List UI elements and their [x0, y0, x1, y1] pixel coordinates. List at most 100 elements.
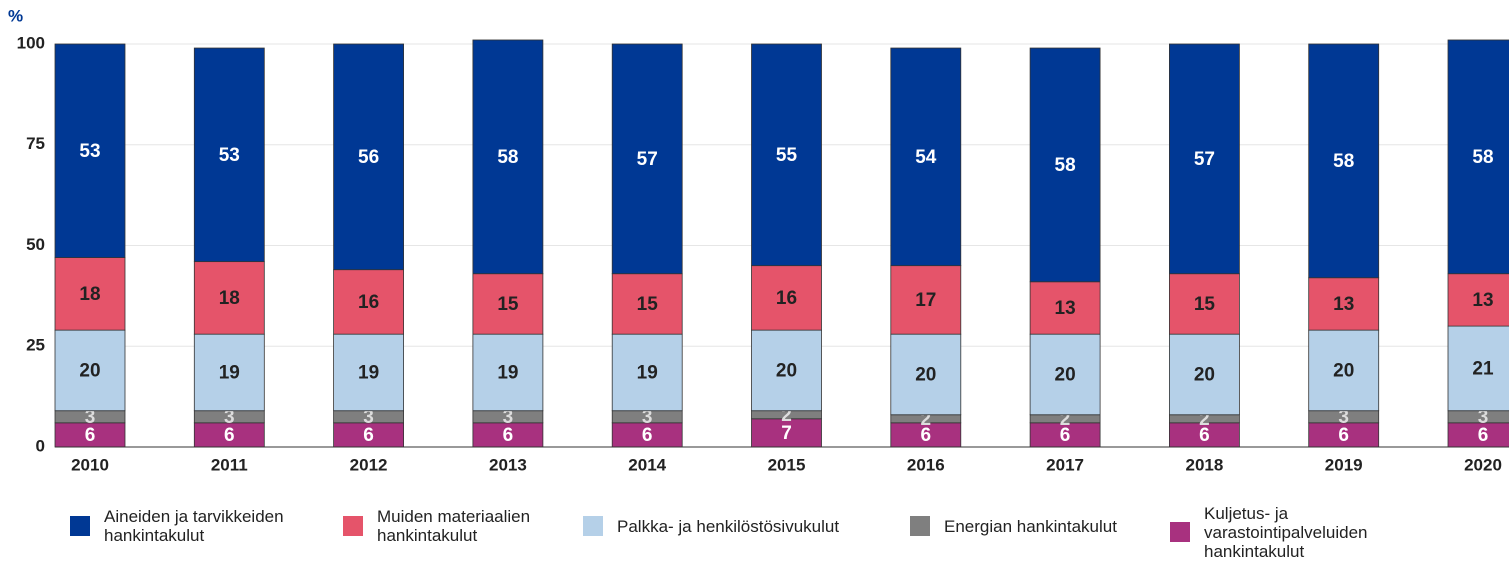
x-tick-label: 2012 — [350, 455, 388, 474]
bar-segment — [1029, 333, 1101, 416]
x-tick-label: 2013 — [489, 455, 527, 474]
y-tick-label: 100 — [17, 33, 45, 52]
bar-segment — [193, 47, 265, 263]
legend-item: Palkka- ja henkilöstösivukulut — [583, 504, 937, 548]
bar-segment — [611, 43, 683, 275]
data-label: 20 — [1055, 364, 1076, 385]
bar-segment — [472, 273, 544, 335]
y-tick-label: 75 — [26, 134, 45, 153]
data-label: 3 — [1338, 407, 1349, 428]
data-label: 13 — [1333, 294, 1354, 315]
bar-segment — [333, 43, 405, 271]
bar-segment — [1029, 422, 1101, 448]
data-label: 2 — [921, 409, 932, 430]
legend-label: Muiden materiaalien hankintakulut — [377, 507, 531, 545]
data-label: 58 — [1333, 151, 1354, 172]
data-label: 7 — [781, 423, 792, 444]
bar-segment — [1308, 277, 1380, 331]
bar-segment — [1447, 273, 1509, 327]
bar-segment — [890, 422, 962, 448]
bar-segment — [1029, 281, 1101, 335]
legend-item: Aineiden ja tarvikkeiden hankintakulut — [70, 504, 319, 548]
data-label: 57 — [637, 149, 658, 170]
data-label: 15 — [1194, 294, 1216, 315]
data-label: 3 — [503, 407, 514, 428]
x-tick-label: 2018 — [1185, 455, 1223, 474]
bar-segment — [1447, 39, 1509, 275]
bar-segment — [1029, 47, 1101, 283]
bar-segment — [751, 43, 822, 267]
data-label: 13 — [1055, 298, 1076, 319]
data-label: 6 — [1199, 425, 1210, 446]
bar-segment — [333, 269, 405, 335]
data-label: 57 — [1194, 149, 1215, 170]
data-label: 6 — [85, 425, 96, 446]
bar-segment — [751, 265, 822, 331]
bar-segment — [1169, 43, 1240, 275]
data-label: 3 — [1478, 407, 1489, 428]
data-label: 20 — [915, 364, 936, 385]
y-tick-label: 50 — [26, 235, 45, 254]
x-tick-label: 2010 — [71, 455, 109, 474]
legend: Aineiden ja tarvikkeiden hankintakulut Mu… — [0, 498, 1509, 568]
data-label: 19 — [358, 362, 379, 383]
bar-segment — [333, 422, 405, 448]
bar-segment — [54, 422, 126, 448]
legend-item: Muiden materiaalien hankintakulut — [343, 504, 577, 548]
legend-item: Kuljetus- ja varastointipalveluiden hank… — [1170, 498, 1434, 566]
bar-segment — [890, 333, 962, 416]
bar-segment — [472, 333, 544, 412]
data-label: 2 — [1199, 409, 1210, 430]
data-label: 58 — [497, 147, 518, 168]
data-label: 6 — [1338, 425, 1349, 446]
data-label: 2 — [781, 405, 792, 426]
bar-segment — [472, 39, 544, 275]
data-label: 6 — [1478, 425, 1489, 446]
data-label: 6 — [921, 425, 932, 446]
data-label: 18 — [79, 284, 100, 305]
bar-segment — [1169, 333, 1240, 416]
bar-segment — [1169, 273, 1240, 335]
data-label: 53 — [219, 145, 240, 166]
x-tick-label: 2011 — [211, 455, 248, 474]
data-label: 19 — [497, 362, 518, 383]
bar-segment — [54, 257, 126, 331]
data-label: 6 — [642, 425, 653, 446]
data-label: 2 — [1060, 409, 1071, 430]
x-tick-label: 2015 — [768, 455, 806, 474]
data-label: 55 — [776, 145, 798, 166]
chart: % 02550751002010632018532011631918532012… — [8, 6, 1509, 474]
legend-label: Palkka- ja henkilöstösivukulut — [617, 516, 840, 536]
data-label: 20 — [1333, 360, 1354, 381]
bar-segment — [1308, 43, 1380, 279]
legend-swatch — [910, 516, 930, 536]
bar-segment — [1308, 329, 1380, 412]
bar-segment — [1447, 422, 1509, 448]
bar-segment — [333, 333, 405, 412]
data-label: 6 — [363, 425, 374, 446]
bar-segment — [611, 422, 683, 448]
data-label: 53 — [79, 141, 100, 162]
x-tick-label: 2019 — [1325, 455, 1363, 474]
legend-swatch — [343, 516, 363, 536]
data-label: 16 — [776, 288, 797, 309]
data-label: 6 — [503, 425, 514, 446]
data-label: 19 — [637, 362, 658, 383]
x-tick-label: 2014 — [628, 455, 666, 474]
data-label: 17 — [915, 290, 936, 311]
data-label: 6 — [1060, 425, 1071, 446]
legend-item: Energian hankintakulut — [910, 504, 1194, 548]
x-tick-label: 2016 — [907, 455, 945, 474]
legend-swatch — [583, 516, 603, 536]
x-tick-label: 2020 — [1464, 455, 1502, 474]
y-axis-label: % — [8, 6, 23, 25]
legend-label: Kuljetus- ja varastointipalveluiden hank… — [1204, 503, 1368, 561]
data-label: 3 — [85, 407, 96, 428]
x-tick-label: 2017 — [1046, 455, 1084, 474]
bar-segment — [193, 261, 265, 335]
data-label: 21 — [1472, 358, 1494, 379]
legend-label: Aineiden ja tarvikkeiden hankintakulut — [104, 507, 284, 545]
y-tick-label: 0 — [36, 436, 45, 455]
bar-segment — [751, 418, 822, 448]
bar-segment — [193, 333, 265, 412]
